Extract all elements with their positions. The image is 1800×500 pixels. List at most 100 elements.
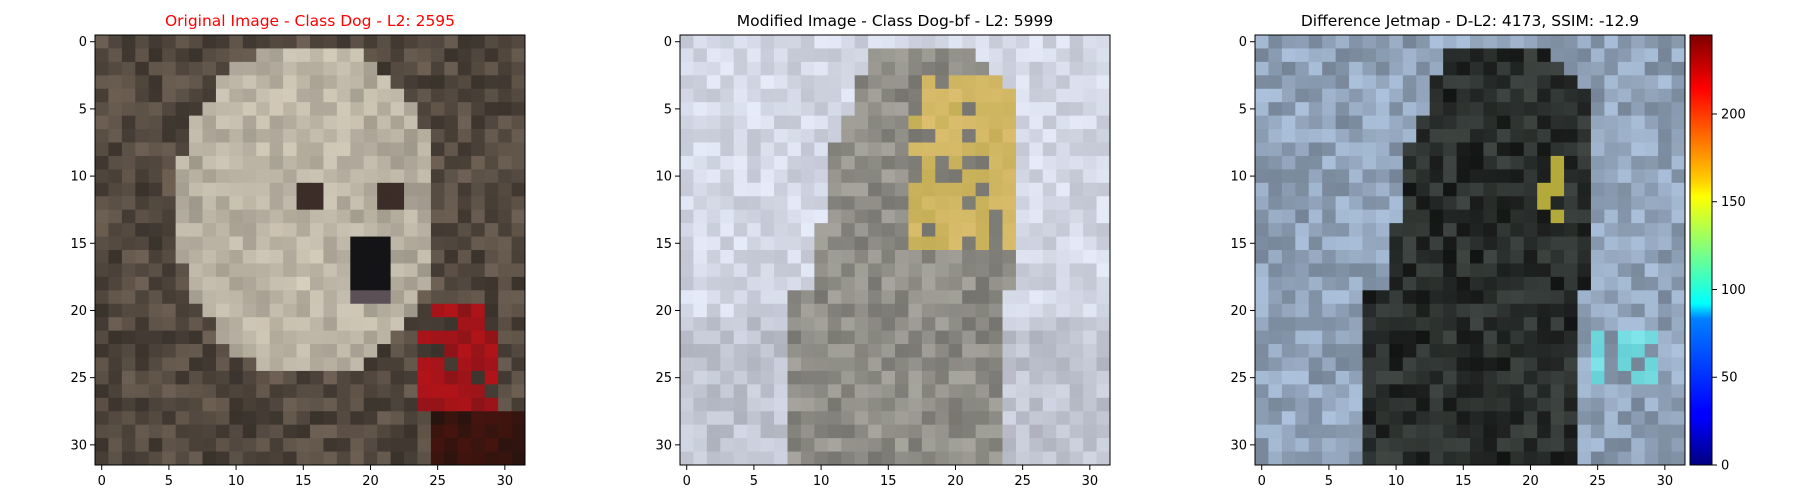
pixel-cell bbox=[283, 330, 297, 345]
pixel-cell bbox=[1281, 451, 1296, 466]
pixel-cell bbox=[1308, 263, 1323, 278]
pixel-cell bbox=[229, 115, 244, 130]
pixel-cell bbox=[363, 411, 378, 426]
pixel-cell bbox=[1056, 411, 1071, 426]
pixel-cell bbox=[484, 169, 499, 184]
pixel-cell bbox=[1322, 236, 1337, 251]
pixel-cell bbox=[868, 196, 882, 211]
pixel-cell bbox=[1631, 236, 1646, 251]
pixel-cell bbox=[800, 209, 815, 224]
pixel-cell bbox=[1002, 142, 1017, 157]
pixel-cell bbox=[1671, 48, 1686, 63]
pixel-cell bbox=[162, 303, 177, 318]
pixel-cell bbox=[1617, 155, 1632, 170]
pixel-cell bbox=[1523, 290, 1538, 305]
pixel-cell bbox=[471, 276, 486, 291]
pixel-cell bbox=[269, 61, 284, 76]
pixel-cell bbox=[921, 438, 936, 452]
pixel-cell bbox=[1268, 451, 1283, 466]
pixel-cell bbox=[269, 411, 284, 426]
pixel-cell bbox=[484, 330, 499, 345]
pixel-cell bbox=[1644, 75, 1659, 90]
pixel-cell bbox=[760, 142, 775, 157]
pixel-cell bbox=[1483, 88, 1498, 103]
pixel-cell bbox=[1671, 290, 1686, 305]
pixel-cell bbox=[868, 250, 882, 264]
pixel-cell bbox=[948, 236, 963, 251]
pixel-cell bbox=[1083, 384, 1097, 399]
pixel-cell bbox=[1096, 142, 1111, 157]
pixel-cell bbox=[1416, 75, 1431, 90]
pixel-cell bbox=[323, 451, 338, 466]
pixel-cell bbox=[680, 303, 694, 318]
pixel-cell bbox=[242, 223, 257, 237]
pixel-cell bbox=[1268, 424, 1283, 439]
pixel-cell bbox=[1295, 75, 1310, 90]
pixel-cell bbox=[363, 75, 378, 90]
y-tick-label: 20 bbox=[1230, 304, 1247, 319]
pixel-cell bbox=[1617, 61, 1632, 76]
pixel-cell bbox=[1564, 102, 1578, 117]
pixel-cell bbox=[693, 48, 708, 63]
pixel-cell bbox=[444, 303, 459, 318]
pixel-cell bbox=[444, 142, 459, 157]
pixel-cell bbox=[377, 129, 392, 143]
pixel-cell bbox=[921, 236, 936, 251]
pixel-cell bbox=[229, 424, 244, 439]
pixel-cell bbox=[148, 411, 163, 426]
pixel-cell bbox=[1537, 209, 1552, 224]
pixel-cell bbox=[108, 61, 123, 76]
pixel-cell bbox=[1671, 438, 1686, 452]
pixel-cell bbox=[1470, 35, 1484, 49]
pixel-cell bbox=[733, 48, 748, 63]
pixel-cell bbox=[1349, 182, 1363, 197]
pixel-cell bbox=[511, 61, 526, 76]
pixel-cell bbox=[162, 384, 177, 399]
pixel-cell bbox=[229, 209, 244, 224]
pixel-cell bbox=[484, 209, 499, 224]
pixel-cell bbox=[680, 344, 694, 358]
pixel-cell bbox=[1281, 344, 1296, 358]
pixel-cell bbox=[1056, 290, 1071, 305]
pixel-cell bbox=[706, 169, 721, 184]
pixel-cell bbox=[296, 276, 311, 291]
pixel-cell bbox=[680, 451, 694, 466]
pixel-cell bbox=[1550, 48, 1565, 63]
pixel-cell bbox=[693, 182, 708, 197]
pixel-cell bbox=[269, 330, 284, 345]
pixel-cell bbox=[1349, 438, 1363, 452]
pixel-cell bbox=[1523, 424, 1538, 439]
pixel-cell bbox=[363, 451, 378, 466]
pixel-cell bbox=[404, 169, 418, 184]
pixel-cell bbox=[1590, 169, 1605, 184]
pixel-cell bbox=[1577, 424, 1592, 439]
pixel-cell bbox=[1255, 438, 1269, 452]
pixel-cell bbox=[1362, 48, 1377, 63]
pixel-cell bbox=[350, 303, 365, 318]
pixel-cell bbox=[1644, 102, 1659, 117]
pixel-cell bbox=[935, 330, 950, 345]
pixel-cell bbox=[189, 370, 203, 385]
pixel-cell bbox=[1590, 250, 1605, 264]
pixel-cell bbox=[323, 155, 338, 170]
pixel-cell bbox=[680, 209, 694, 224]
pixel-cell bbox=[323, 169, 338, 184]
pixel-cell bbox=[1375, 370, 1390, 385]
pixel-cell bbox=[457, 102, 472, 117]
pixel-cell bbox=[774, 236, 788, 251]
pixel-cell bbox=[95, 196, 109, 211]
pixel-cell bbox=[1389, 451, 1404, 466]
pixel-cell bbox=[1335, 357, 1350, 372]
pixel-cell bbox=[1268, 142, 1283, 157]
pixel-cell bbox=[800, 438, 815, 452]
pixel-cell bbox=[471, 411, 486, 426]
pixel-cell bbox=[108, 88, 123, 103]
pixel-cell bbox=[800, 75, 815, 90]
pixel-cell bbox=[269, 290, 284, 305]
pixel-cell bbox=[1322, 88, 1337, 103]
pixel-cell bbox=[95, 276, 109, 291]
x-tick-label: 5 bbox=[165, 474, 173, 489]
pixel-cell bbox=[1362, 397, 1377, 412]
pixel-cell bbox=[975, 276, 990, 291]
pixel-cell bbox=[1096, 61, 1111, 76]
